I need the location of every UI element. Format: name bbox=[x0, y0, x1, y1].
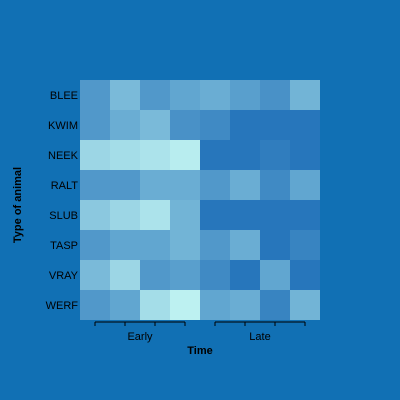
y-tick-label-slub: SLUB bbox=[49, 210, 78, 222]
heatmap-cell-slub-6 bbox=[230, 200, 260, 230]
heatmap-cell-kwim-6 bbox=[230, 110, 260, 140]
heatmap-cell-blee-7 bbox=[260, 80, 290, 110]
heatmap-cell-slub-7 bbox=[260, 200, 290, 230]
heatmap-cell-ralt-5 bbox=[200, 170, 230, 200]
heatmap-cell-ralt-4 bbox=[170, 170, 200, 200]
heatmap-cell-ralt-1 bbox=[80, 170, 110, 200]
heatmap-cell-werf-3 bbox=[140, 290, 170, 320]
heatmap-cell-neek-6 bbox=[230, 140, 260, 170]
heatmap-cell-kwim-1 bbox=[80, 110, 110, 140]
heatmap-cell-kwim-3 bbox=[140, 110, 170, 140]
x-group-label-early: Early bbox=[127, 331, 153, 343]
heatmap-cell-blee-1 bbox=[80, 80, 110, 110]
heatmap-cell-vray-3 bbox=[140, 260, 170, 290]
heatmap-cell-tasp-3 bbox=[140, 230, 170, 260]
heatmap-cell-vray-2 bbox=[110, 260, 140, 290]
heatmap-cell-werf-5 bbox=[200, 290, 230, 320]
heatmap-cell-werf-8 bbox=[290, 290, 320, 320]
heatmap-cell-neek-5 bbox=[200, 140, 230, 170]
heatmap-cell-slub-5 bbox=[200, 200, 230, 230]
heatmap-cell-tasp-2 bbox=[110, 230, 140, 260]
x-axis-groups: Early Late bbox=[94, 321, 306, 343]
heatmap-cell-ralt-6 bbox=[230, 170, 260, 200]
heatmap-cell-ralt-3 bbox=[140, 170, 170, 200]
heatmap-cell-blee-6 bbox=[230, 80, 260, 110]
heatmap-cell-blee-5 bbox=[200, 80, 230, 110]
heatmap-cell-tasp-7 bbox=[260, 230, 290, 260]
y-tick-label-kwim: KWIM bbox=[48, 120, 78, 132]
heatmap-cell-werf-1 bbox=[80, 290, 110, 320]
heatmap-cell-kwim-5 bbox=[200, 110, 230, 140]
heatmap-cell-slub-3 bbox=[140, 200, 170, 230]
heatmap-cell-vray-4 bbox=[170, 260, 200, 290]
heatmap-cell-tasp-4 bbox=[170, 230, 200, 260]
heatmap-cell-neek-4 bbox=[170, 140, 200, 170]
heatmap-cell-tasp-8 bbox=[290, 230, 320, 260]
heatmap-cell-ralt-2 bbox=[110, 170, 140, 200]
heatmap-cell-slub-8 bbox=[290, 200, 320, 230]
heatmap-cell-vray-6 bbox=[230, 260, 260, 290]
heatmap-cell-werf-2 bbox=[110, 290, 140, 320]
heatmap-cell-tasp-6 bbox=[230, 230, 260, 260]
y-tick-label-vray: VRAY bbox=[49, 270, 79, 282]
heatmap-cells bbox=[80, 80, 320, 320]
y-tick-labels: BLEE KWIM NEEK RALT SLUB TASP VRAY WERF bbox=[46, 90, 79, 312]
heatmap-cell-vray-8 bbox=[290, 260, 320, 290]
heatmap-cell-werf-7 bbox=[260, 290, 290, 320]
heatmap-cell-vray-1 bbox=[80, 260, 110, 290]
heatmap-cell-kwim-8 bbox=[290, 110, 320, 140]
heatmap-cell-kwim-2 bbox=[110, 110, 140, 140]
heatmap-cell-neek-8 bbox=[290, 140, 320, 170]
heatmap-cell-neek-2 bbox=[110, 140, 140, 170]
heatmap-cell-tasp-1 bbox=[80, 230, 110, 260]
y-axis-title: Type of animal bbox=[12, 167, 24, 243]
y-tick-label-werf: WERF bbox=[46, 300, 79, 312]
y-tick-label-blee: BLEE bbox=[50, 90, 78, 102]
heatmap-cell-neek-7 bbox=[260, 140, 290, 170]
x-group-label-late: Late bbox=[249, 331, 270, 343]
heatmap-cell-kwim-4 bbox=[170, 110, 200, 140]
heatmap-cell-neek-1 bbox=[80, 140, 110, 170]
y-tick-label-ralt: RALT bbox=[51, 180, 79, 192]
heatmap-cell-neek-3 bbox=[140, 140, 170, 170]
heatmap-cell-tasp-5 bbox=[200, 230, 230, 260]
y-tick-label-neek: NEEK bbox=[48, 150, 79, 162]
heatmap-cell-slub-2 bbox=[110, 200, 140, 230]
heatmap-cell-kwim-7 bbox=[260, 110, 290, 140]
x-axis-title: Time bbox=[187, 345, 212, 357]
heatmap-cell-slub-4 bbox=[170, 200, 200, 230]
heatmap-cell-blee-4 bbox=[170, 80, 200, 110]
heatmap-cell-werf-4 bbox=[170, 290, 200, 320]
heatmap-cell-ralt-7 bbox=[260, 170, 290, 200]
heatmap-cell-blee-3 bbox=[140, 80, 170, 110]
heatmap-cell-vray-5 bbox=[200, 260, 230, 290]
heatmap-cell-vray-7 bbox=[260, 260, 290, 290]
heatmap-cell-ralt-8 bbox=[290, 170, 320, 200]
heatmap-cell-blee-2 bbox=[110, 80, 140, 110]
heatmap-cell-blee-8 bbox=[290, 80, 320, 110]
heatmap-cell-werf-6 bbox=[230, 290, 260, 320]
y-tick-label-tasp: TASP bbox=[50, 240, 78, 252]
heatmap-cell-slub-1 bbox=[80, 200, 110, 230]
